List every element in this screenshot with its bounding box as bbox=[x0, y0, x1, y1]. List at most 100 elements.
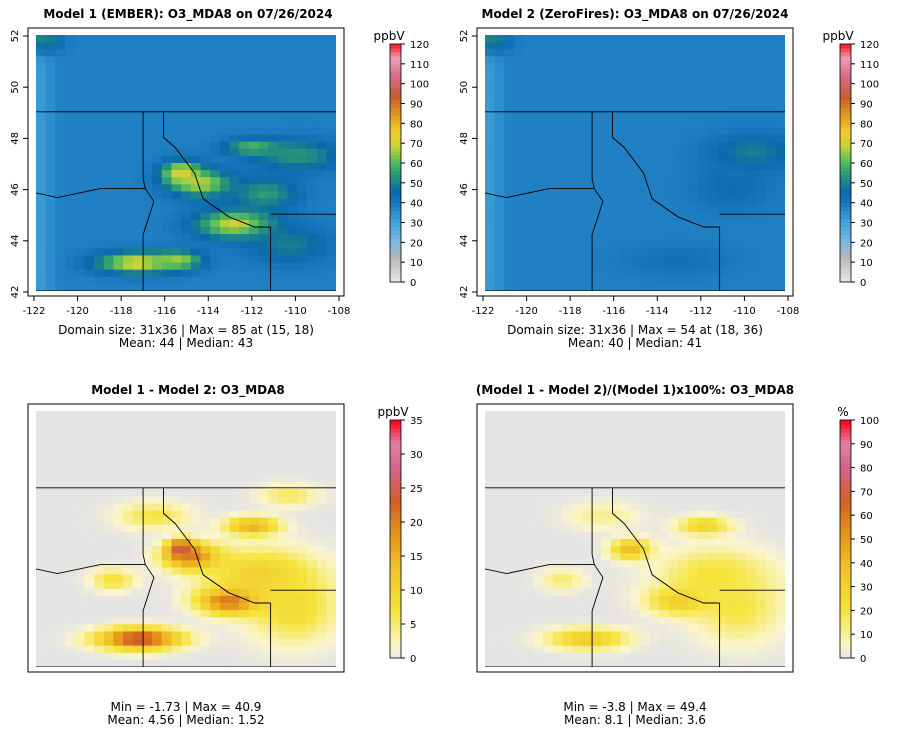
grid-cell bbox=[572, 610, 583, 618]
grid-cell bbox=[514, 248, 525, 257]
grid-cell bbox=[504, 425, 515, 433]
grid-cell bbox=[316, 255, 327, 264]
grid-cell bbox=[572, 255, 583, 264]
grid-cell bbox=[74, 198, 85, 207]
grid-cell bbox=[55, 546, 66, 554]
grid-cell bbox=[581, 205, 593, 214]
grid-cell bbox=[132, 418, 144, 426]
grid-cell bbox=[297, 482, 308, 490]
grid-cell bbox=[610, 148, 622, 157]
grid-cell bbox=[620, 652, 631, 661]
grid-cell bbox=[229, 517, 240, 526]
grid-cell bbox=[591, 453, 602, 462]
grid-cell bbox=[630, 574, 641, 583]
grid-cell bbox=[268, 581, 279, 590]
grid-cell bbox=[132, 475, 144, 483]
grid-cell bbox=[514, 603, 525, 611]
grid-cell bbox=[287, 631, 298, 640]
grid-cell bbox=[504, 617, 515, 625]
grid-cell bbox=[55, 163, 66, 171]
grid-cell bbox=[678, 638, 689, 647]
grid-cell bbox=[755, 113, 767, 121]
grid-cell bbox=[229, 418, 240, 426]
grid-cell bbox=[152, 248, 163, 257]
colorbar-segment bbox=[840, 246, 851, 251]
grid-cell bbox=[504, 255, 515, 264]
grid-cell bbox=[775, 475, 785, 483]
grid-cell bbox=[572, 191, 583, 200]
grid-cell bbox=[707, 227, 718, 235]
grid-cell bbox=[601, 212, 612, 221]
colorbar-segment bbox=[390, 511, 401, 516]
grid-cell bbox=[94, 595, 105, 604]
grid-cell bbox=[514, 645, 525, 654]
grid-cell bbox=[306, 432, 318, 441]
grid-cell bbox=[55, 517, 66, 526]
grid-cell bbox=[229, 496, 240, 505]
grid-cell bbox=[707, 446, 718, 455]
grid-cell bbox=[326, 432, 336, 441]
grid-cell bbox=[248, 269, 260, 278]
colorbar-tick-label: 10 bbox=[410, 586, 423, 597]
colorbar-segment bbox=[390, 238, 401, 243]
grid-cell bbox=[630, 234, 641, 242]
grid-cell bbox=[113, 588, 124, 597]
grid-cell bbox=[152, 127, 163, 136]
grid-cell bbox=[210, 489, 221, 497]
grid-cell bbox=[610, 120, 622, 129]
grid-cell bbox=[746, 496, 757, 505]
grid-cell bbox=[639, 510, 651, 519]
grid-cell bbox=[171, 134, 182, 143]
grid-cell bbox=[543, 588, 554, 597]
grid-cell bbox=[200, 106, 211, 114]
grid-cell bbox=[775, 70, 785, 79]
grid-cell bbox=[161, 531, 173, 540]
grid-cell bbox=[268, 503, 279, 512]
grid-cell bbox=[268, 517, 279, 526]
grid-cell bbox=[36, 269, 47, 278]
grid-cell bbox=[494, 432, 505, 441]
grid-cell bbox=[103, 595, 115, 604]
grid-cell bbox=[55, 227, 66, 235]
grid-cell bbox=[717, 595, 728, 604]
grid-cell bbox=[123, 624, 134, 633]
grid-cell bbox=[84, 205, 95, 214]
grid-cell bbox=[258, 255, 269, 264]
map-area bbox=[485, 411, 785, 667]
grid-cell bbox=[200, 517, 211, 526]
grid-cell bbox=[639, 276, 651, 285]
grid-cell bbox=[630, 49, 641, 57]
grid-cell bbox=[239, 56, 250, 65]
grid-cell bbox=[181, 177, 192, 185]
grid-cell bbox=[210, 255, 221, 264]
grid-cell bbox=[219, 453, 231, 462]
grid-cell bbox=[200, 610, 211, 618]
grid-cell bbox=[287, 659, 298, 667]
grid-cell bbox=[610, 234, 622, 242]
colorbar-segment bbox=[840, 578, 851, 584]
grid-cell bbox=[717, 453, 728, 462]
grid-cell bbox=[688, 227, 699, 235]
grid-cell bbox=[239, 595, 250, 604]
grid-cell bbox=[639, 205, 651, 214]
grid-cell bbox=[210, 475, 221, 483]
grid-cell bbox=[746, 531, 757, 540]
grid-cell bbox=[277, 198, 289, 207]
grid-cell bbox=[746, 255, 757, 264]
grid-cell bbox=[200, 35, 211, 43]
colorbar-tick-label: 110 bbox=[410, 60, 429, 71]
grid-cell bbox=[552, 99, 564, 107]
grid-cell bbox=[45, 120, 56, 129]
grid-cell bbox=[726, 453, 738, 462]
grid-cell bbox=[45, 411, 56, 419]
grid-cell bbox=[485, 553, 496, 561]
grid-cell bbox=[181, 652, 192, 661]
grid-cell bbox=[581, 155, 593, 164]
grid-cell bbox=[316, 560, 327, 569]
grid-cell bbox=[630, 546, 641, 554]
grid-cell bbox=[707, 191, 718, 200]
grid-cell bbox=[181, 99, 192, 107]
grid-cell bbox=[152, 84, 163, 93]
grid-cell bbox=[74, 638, 85, 647]
y-tick-label: 46 bbox=[10, 183, 21, 196]
